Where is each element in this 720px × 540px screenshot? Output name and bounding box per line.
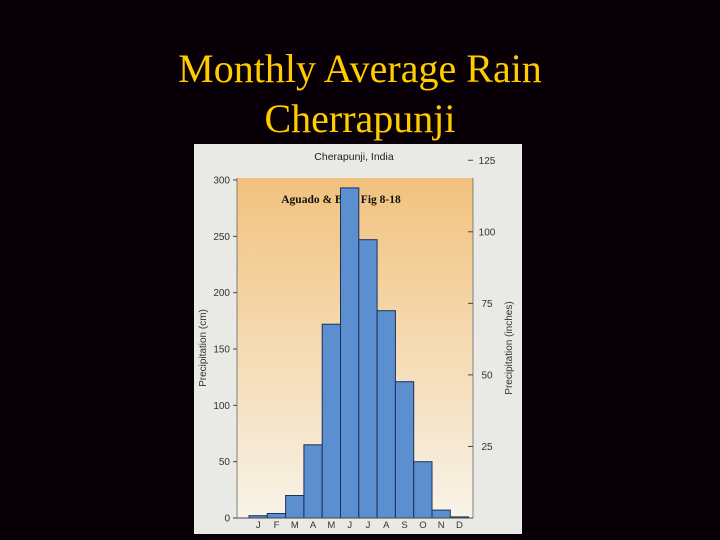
y-right-tick-label-2: 75 [481,299,493,310]
y-left-tick-label-2: 100 [213,401,230,412]
bar-6 [340,187,360,519]
y-axis-left-label: Precipitation (cm) [198,309,209,387]
x-tick-label-8: A [383,520,390,531]
bar-8 [376,310,396,519]
x-tick-label-4: A [310,520,317,531]
y-right-tick-label-1: 50 [481,370,493,381]
x-tick-label-7: J [366,520,371,531]
y-left-tick-label-1: 50 [219,457,231,468]
bar-11 [431,509,451,519]
x-tick-label-9: S [401,520,407,531]
bar-9 [394,381,415,519]
y-axis-right-label: Precipitation (inches) [504,301,515,394]
y-right-tick-label-0: 25 [481,442,493,453]
y-right-tick-label-4: 125 [479,156,496,167]
x-tick-label-6: J [347,520,352,531]
y-left-tick-label-5: 250 [213,232,230,243]
x-tick-label-1: J [256,520,261,531]
y-left-tick-label-3: 150 [213,345,230,356]
y-left-tick-label-4: 200 [213,288,230,299]
bar-5 [321,323,341,519]
bar-2 [266,513,287,519]
y-left-tick-label-6: 300 [213,176,230,187]
slide-title-line-1: Monthly Average Rain [178,46,542,91]
figure-panel: Cherapunji, India Aguado & Burt Fig 8-18… [194,144,522,534]
chart-title: Cherapunji, India [314,151,394,163]
x-tick-label-11: N [438,520,445,531]
x-tick-label-3: M [291,520,299,531]
slide-title: Monthly Average Rain Cherrapunji [0,44,720,144]
bar-3 [285,495,305,519]
x-tick-label-12: D [456,520,463,531]
y-left-tick-label-0: 0 [224,514,230,525]
precipitation-chart: Cherapunji, India Aguado & Burt Fig 8-18… [194,144,522,534]
bar-7 [358,239,378,519]
bar-10 [413,461,433,519]
slide-title-line-2: Cherrapunji [264,96,456,141]
x-tick-label-5: M [327,520,335,531]
bar-4 [303,444,323,519]
x-tick-label-10: O [419,520,426,531]
x-tick-label-2: F [274,520,280,531]
y-right-tick-label-3: 100 [479,227,496,238]
